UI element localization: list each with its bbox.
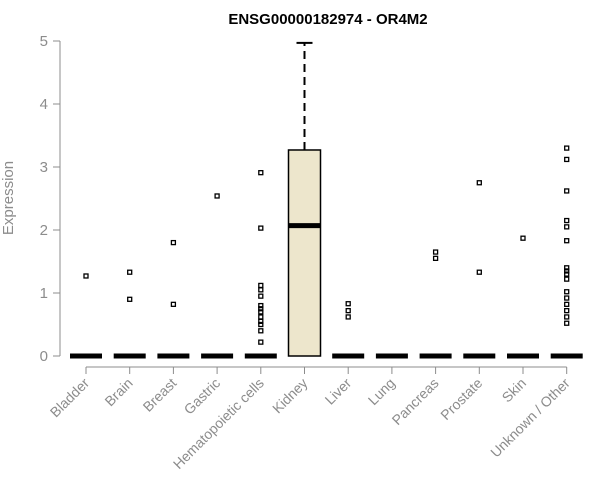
y-tick-label: 5 [40,33,48,50]
outlier-point [564,276,570,282]
x-tick-label: Gastric [181,375,224,418]
outlier-point [564,268,570,274]
outlier-point [564,307,570,314]
outlier-point [564,301,570,307]
box-11 [550,145,583,359]
box-6 [332,301,365,359]
box-0 [70,273,102,359]
x-tick-label: Lung [365,375,398,408]
box-4 [244,170,277,359]
outlier-point [258,328,264,334]
outlier-point [258,302,264,309]
outlier-point [258,339,264,345]
box-8 [419,249,452,359]
outlier-point [564,314,570,320]
box-2 [157,239,190,359]
outlier-point [258,306,264,312]
x-tick-label: Prostate [437,375,485,423]
outlier-point [564,217,570,224]
outlier-point [127,296,133,302]
box-10 [507,235,539,359]
outlier-point [345,314,351,320]
x-tick-label: Liver [322,375,355,408]
outlier-point [258,170,264,176]
box-1 [113,269,146,359]
x-tick-label: Brain [101,375,135,409]
x-tick-label: Pancreas [389,375,442,428]
outlier-point [520,235,526,241]
outlier-point [127,269,133,275]
outlier-point [170,239,177,246]
box-9 [463,180,496,359]
y-tick-label: 1 [40,285,48,302]
x-tick-label: Unknown / Other [487,375,573,461]
outlier-point [345,307,351,314]
outlier-point [564,271,570,277]
y-tick-label: 0 [40,348,48,365]
outlier-point [258,309,264,315]
x-tick-label: Kidney [269,375,311,417]
box-body [287,149,322,357]
boxes-layer [70,41,583,359]
outlier-point [258,314,264,320]
y-tick-label: 3 [40,159,48,176]
x-tick-label: Breast [140,375,180,415]
outlier-point [258,293,264,299]
outlier-point [258,225,264,231]
outlier-point [564,295,570,301]
outlier-point [564,145,570,151]
outlier-point [83,273,89,279]
outlier-point [258,282,264,289]
outlier-point [564,224,570,230]
box-3 [201,193,234,359]
outlier-point [564,265,570,271]
x-tick-label: Bladder [47,375,93,421]
outlier-point [476,180,482,186]
outlier-point [564,289,570,295]
box-5 [287,41,322,357]
y-tick-label: 4 [40,96,48,113]
outlier-point [564,320,570,326]
outlier-point [432,255,439,262]
outlier-point [258,318,264,325]
outlier-point [432,249,439,255]
outlier-point [476,269,482,275]
outlier-point [214,193,220,199]
outlier-point [564,188,570,194]
outlier-point [258,321,264,328]
chart-title: ENSG00000182974 - OR4M2 [228,11,427,28]
outlier-point [170,301,177,307]
outlier-point [564,156,570,163]
outlier-point [258,287,264,293]
y-axis-title: Expression [0,161,17,235]
outlier-point [564,238,570,244]
y-tick-label: 2 [40,222,48,239]
outlier-point [345,301,351,307]
x-tick-label: Skin [499,375,530,406]
y-axis: 0 1 2 3 4 5 [40,33,61,365]
